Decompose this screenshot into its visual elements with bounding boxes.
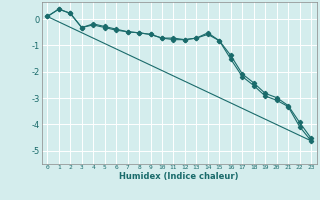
X-axis label: Humidex (Indice chaleur): Humidex (Indice chaleur) [119, 172, 239, 181]
